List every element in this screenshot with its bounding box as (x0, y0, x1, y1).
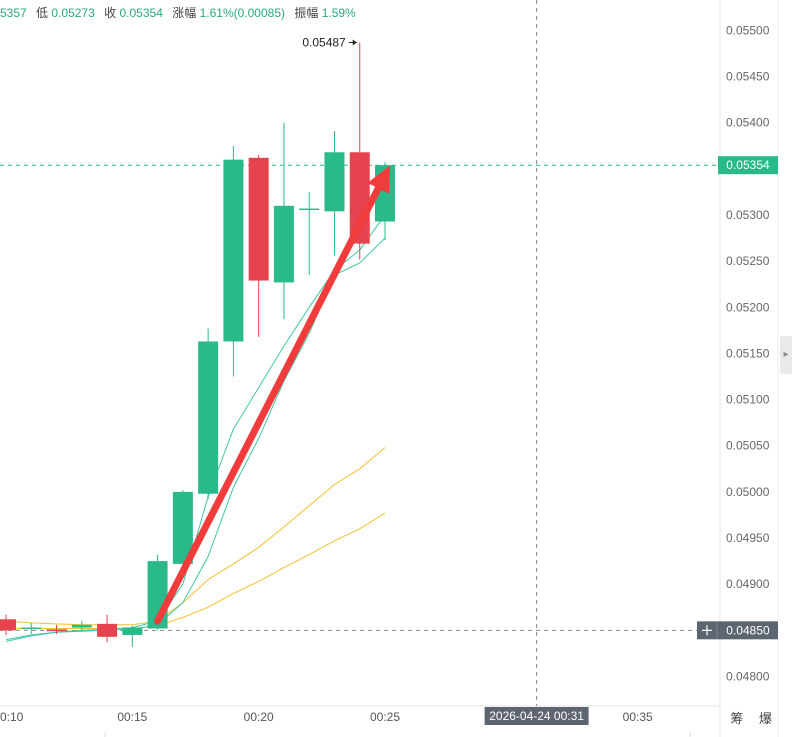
candle-body-up (198, 341, 219, 494)
candle-body-down (46, 629, 67, 632)
y-tick-label: 0.05500 (726, 23, 770, 37)
x-tick-label: 00:35 (623, 710, 653, 724)
close-value: 0.05354 (119, 6, 163, 20)
y-tick-label: 0.05000 (726, 485, 770, 499)
high-annotation-arrow-icon (352, 39, 357, 46)
trend-arrow-head (367, 165, 391, 194)
high-price-annotation: 0.05487 (302, 35, 346, 49)
x-tick-label: 0:10 (0, 710, 24, 724)
ohlc-header: 5357 低 0.05273 收 0.05354 涨幅 1.61%(0.0008… (0, 4, 356, 22)
x-tick-label: 00:25 (370, 710, 400, 724)
low-label: 低 (36, 6, 49, 20)
y-tick-label: 0.05100 (726, 393, 770, 407)
crosshair-price-label: 0.04850 (726, 623, 770, 637)
amplitude-label: 振幅 (294, 6, 319, 20)
high-fragment: 5357 (0, 6, 27, 20)
panel-expand-handle[interactable]: ▸ (780, 336, 792, 374)
candle-body-up (273, 205, 294, 283)
y-tick-label: 0.05300 (726, 208, 770, 222)
x-tick-label: 00:20 (244, 710, 274, 724)
x-tick-label: 00:15 (117, 710, 147, 724)
ma-long-2-line (6, 512, 386, 629)
y-tick-label: 0.05200 (726, 300, 770, 314)
candle-body-up (172, 491, 193, 564)
amplitude-value: 1.59% (321, 6, 356, 20)
low-value: 0.05273 (51, 6, 95, 20)
current-price-tag-label: 0.05354 (726, 158, 770, 172)
y-tick-label: 0.05050 (726, 439, 770, 453)
candle-body-up (71, 624, 92, 628)
change-label: 涨幅 (172, 6, 197, 20)
y-tick-label: 0.05400 (726, 116, 770, 130)
candle-body-down (0, 619, 16, 631)
candle-body-down (248, 157, 269, 281)
y-tick-label: 0.05250 (726, 254, 770, 268)
y-tick-label: 0.05150 (726, 346, 770, 360)
ma-short-2-line (5, 237, 386, 641)
candle-body-up (21, 627, 42, 630)
candle-body-up (324, 152, 345, 212)
candle-body-up (122, 627, 143, 635)
y-tick-label: 0.04800 (726, 669, 770, 683)
y-tick-label: 0.05450 (726, 70, 770, 84)
trend-arrow-shaft (154, 184, 382, 625)
candle-body-down (97, 623, 118, 637)
bottom-toolbar-text[interactable]: 筹 爆 (730, 711, 778, 726)
crosshair-time-label: 2026-04-24 00:31 (489, 709, 584, 723)
change-value: 1.61%(0.00085) (199, 6, 285, 20)
candle-body-up (299, 208, 320, 211)
close-label: 收 (104, 6, 117, 20)
ma-long-line (5, 447, 386, 626)
candle-body-up (223, 159, 244, 342)
chevron-right-icon: ▸ (783, 349, 789, 360)
y-tick-label: 0.04950 (726, 531, 770, 545)
crosshair-time-tag (484, 707, 589, 725)
current-price-tag (718, 156, 778, 175)
y-tick-label: 0.04900 (726, 577, 770, 591)
